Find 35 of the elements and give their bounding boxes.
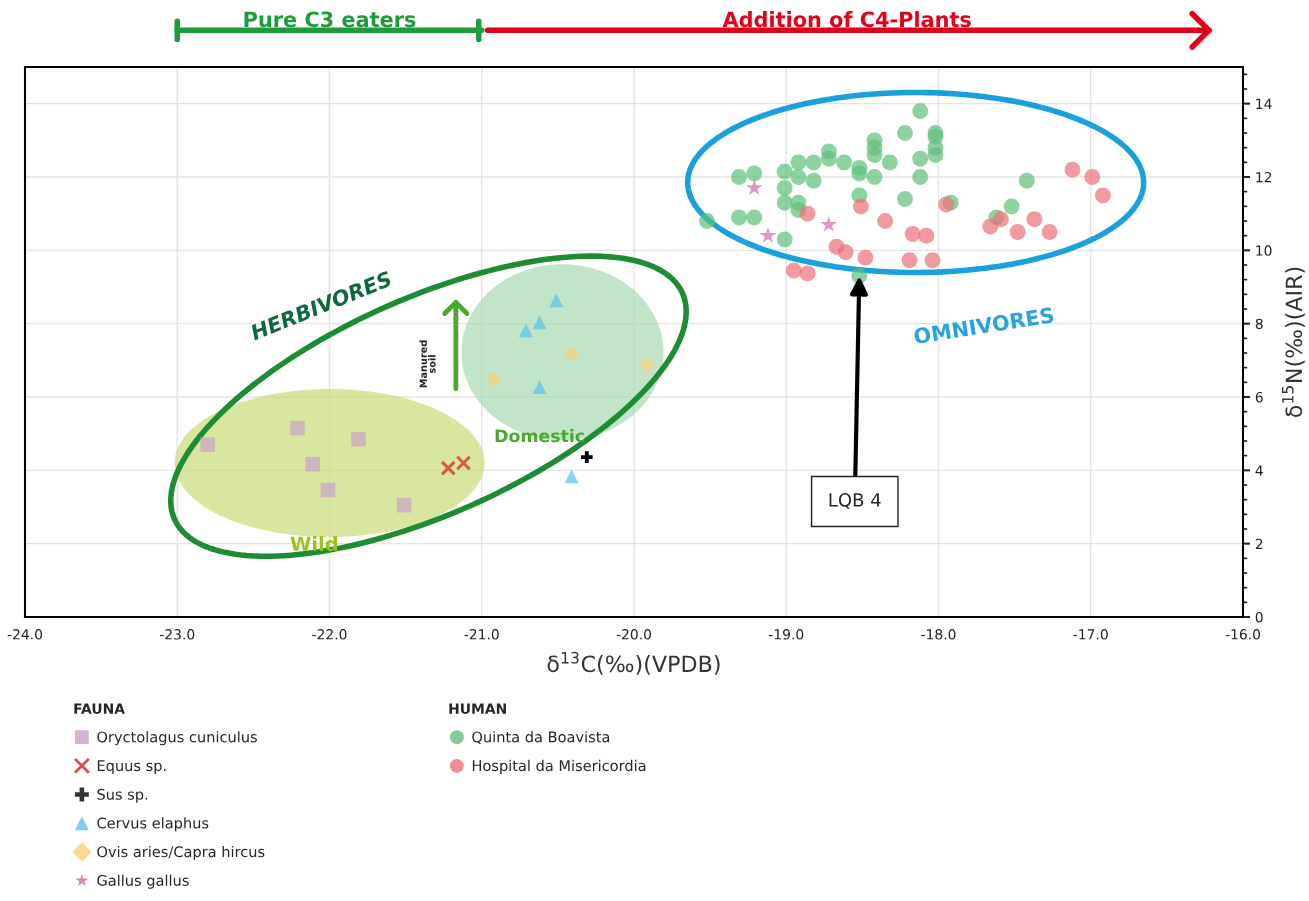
x-tick-label: -19.0 xyxy=(768,629,804,640)
y-tick-label: 8 xyxy=(1255,318,1263,330)
legend-label: Gallus gallus xyxy=(97,874,189,889)
x-tick-label: -20.0 xyxy=(616,629,652,640)
y-tick-label: 14 xyxy=(1256,98,1272,109)
annotation: Domestic xyxy=(495,428,584,443)
y-tick-label: 2 xyxy=(1255,538,1263,549)
x-tick-label: -22.0 xyxy=(312,629,347,640)
text: HUMAN xyxy=(449,703,506,714)
legend-label: Hospital da Misericordia xyxy=(472,759,646,774)
legend-label: Cervus elaphus xyxy=(97,817,209,832)
text: Addition of C4-Plants xyxy=(722,11,971,28)
x-axis-title: δ$^{13}$C(‰)(VPDB) xyxy=(547,651,720,675)
x-tick-label: -17.0 xyxy=(1073,629,1108,640)
x-tick-label: -18.0 xyxy=(921,629,956,640)
y-tick-label: 12 xyxy=(1256,171,1272,183)
text: FAUNA xyxy=(74,703,125,714)
y-tick-label: 0 xyxy=(1255,611,1263,623)
legend-label: Quinta da Boavista xyxy=(472,731,610,745)
annotation: Manured soil xyxy=(419,340,436,388)
legend-label: Oryctolagus cuniculus xyxy=(97,731,257,746)
y-axis-title: δ$^{15}$N(‰)(AIR) xyxy=(1282,267,1305,418)
x-tick-label: -16.0 xyxy=(1225,629,1261,640)
legend-label: Equus sp. xyxy=(97,760,166,774)
y-tick-label: 10 xyxy=(1256,245,1272,256)
legend-label: Sus sp. xyxy=(97,788,148,803)
text: Pure C3 eaters xyxy=(244,11,416,28)
x-tick-label: -23.0 xyxy=(159,629,195,640)
legend-label: Ovis aries/Capra hircus xyxy=(97,845,265,861)
y-tick-label: 6 xyxy=(1255,391,1263,403)
y-tick-label: 4 xyxy=(1255,465,1263,476)
x-tick-label: -24.0 xyxy=(7,629,43,640)
annotation: Wild xyxy=(290,536,337,552)
x-tick-label: -21.0 xyxy=(464,629,499,640)
annotation: LQB 4 xyxy=(829,493,881,509)
